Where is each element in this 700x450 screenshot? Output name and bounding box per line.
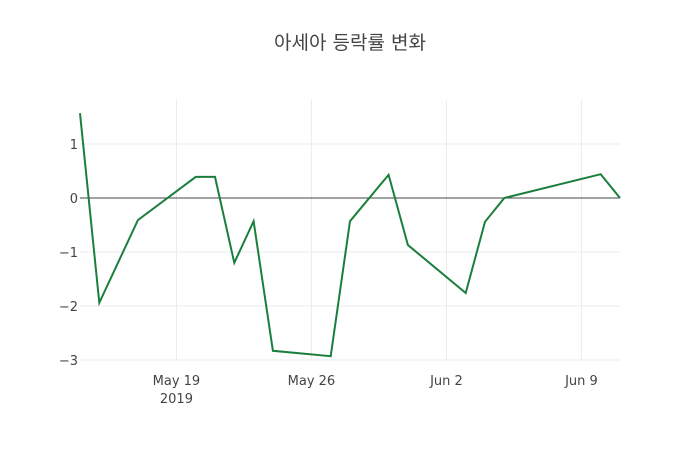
x-axis-ticks: May 19 2019 May 26 Jun 2 Jun 9 — [153, 374, 598, 407]
series-line — [79, 113, 621, 358]
y-tick-label: 1 — [70, 138, 78, 153]
x-tick-label: Jun 2 — [429, 374, 463, 389]
x-tick-label: Jun 9 — [564, 374, 598, 389]
y-tick-label: −3 — [59, 354, 78, 369]
x-tick-year-label: 2019 — [160, 392, 193, 407]
x-tick-label: May 26 — [288, 374, 336, 389]
grid-lines — [80, 100, 620, 361]
x-tick-label: May 19 — [153, 374, 201, 389]
chart-title: 아세아 등락률 변화 — [274, 32, 426, 54]
y-tick-label: 0 — [70, 192, 78, 207]
y-axis-ticks: 1 0 −1 −2 −3 — [59, 138, 78, 369]
y-tick-label: −1 — [59, 246, 78, 261]
y-tick-label: −2 — [59, 300, 78, 315]
